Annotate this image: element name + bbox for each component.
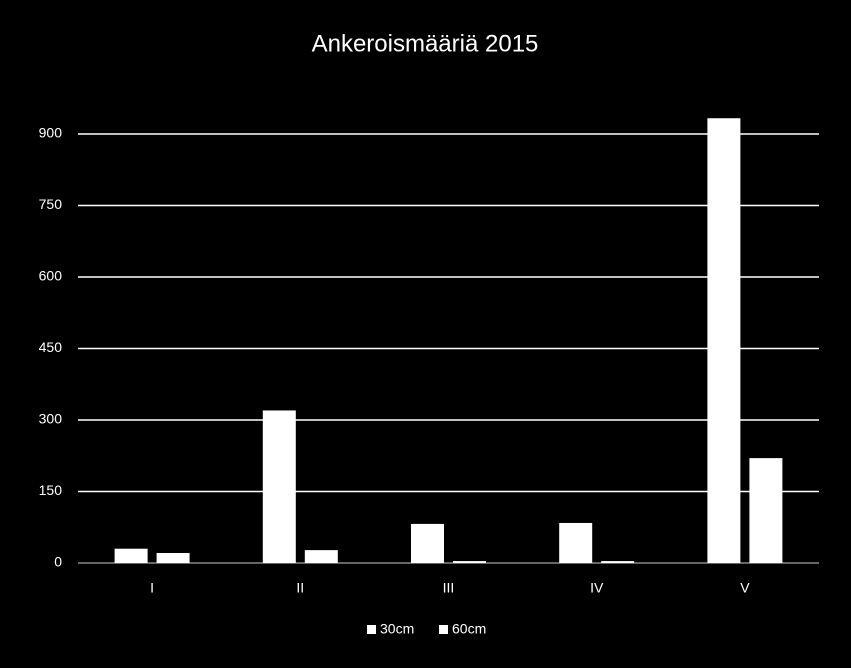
bar [601, 561, 635, 563]
x-tick-label: V [740, 580, 750, 596]
legend-label: 60cm [452, 621, 486, 637]
bar [559, 522, 593, 563]
legend-swatch [439, 625, 448, 634]
bar [411, 523, 444, 563]
bar [707, 118, 741, 564]
y-tick-label: 900 [39, 125, 63, 141]
y-tick-label: 750 [39, 196, 63, 212]
legend-swatch [367, 625, 376, 634]
y-tick-label: 300 [39, 411, 63, 427]
bar [262, 410, 296, 563]
y-tick-label: 600 [39, 268, 63, 284]
bar [453, 561, 486, 563]
bar [304, 550, 338, 563]
legend-label: 30cm [380, 621, 414, 637]
x-tick-label: III [443, 580, 455, 596]
y-tick-label: 0 [54, 554, 62, 570]
x-tick-label: I [150, 580, 154, 596]
y-tick-label: 150 [39, 482, 63, 498]
bar [156, 552, 190, 563]
y-tick-label: 450 [39, 339, 63, 355]
bar [749, 458, 783, 563]
chart-title: Ankeroismääriä 2015 [312, 30, 539, 57]
x-tick-label: II [296, 580, 304, 596]
bar [114, 548, 148, 563]
x-tick-label: IV [590, 580, 604, 596]
